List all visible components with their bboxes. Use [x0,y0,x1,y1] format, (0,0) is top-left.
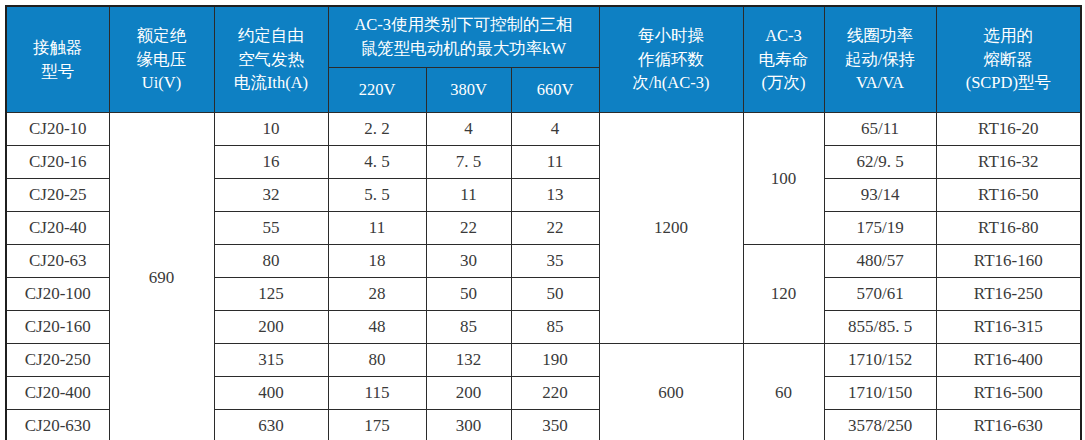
cell-life-merged: 60 [743,344,824,440]
header-220v: 220V [328,68,426,113]
cell-fuse: RT16-50 [936,179,1081,212]
cell-p660: 35 [511,245,599,278]
cell-model: CJ20-250 [6,344,109,377]
cell-fuse: RT16-160 [936,245,1081,278]
cell-p380: 7. 5 [426,146,511,179]
cell-fuse: RT16-500 [936,377,1081,410]
cell-coil: 3578/250 [824,410,936,440]
table-body: CJ20-10 690 10 2. 2 4 4 1200 100 65/11 R… [6,113,1081,440]
cell-p660: 190 [511,344,599,377]
cell-coil: 93/14 [824,179,936,212]
cell-p220: 5. 5 [328,179,426,212]
cell-p380: 50 [426,278,511,311]
cell-p220: 18 [328,245,426,278]
cell-p660: 85 [511,311,599,344]
cell-ith: 315 [214,344,328,377]
cell-model: CJ20-16 [6,146,109,179]
header-row-top: 接触器 型号 额定绝 缘电压 Ui(V) 约定自由 空气发热 电流Ith(A) … [6,6,1081,68]
header-ac3-max-power: AC-3使用类别下可控制的三相 鼠笼型电动机的最大功率kW [328,6,599,68]
cell-ith: 630 [214,410,328,440]
cell-cycles-merged: 600 [599,344,743,440]
cell-model: CJ20-63 [6,245,109,278]
cell-coil: 1710/150 [824,377,936,410]
cell-fuse: RT16-80 [936,212,1081,245]
contactor-spec-table: 接触器 型号 额定绝 缘电压 Ui(V) 约定自由 空气发热 电流Ith(A) … [5,5,1082,440]
cell-fuse: RT16-32 [936,146,1081,179]
cell-coil: 480/57 [824,245,936,278]
cell-p220: 2. 2 [328,113,426,146]
cell-p380: 30 [426,245,511,278]
header-660v: 660V [511,68,599,113]
cell-p660: 220 [511,377,599,410]
cell-p220: 115 [328,377,426,410]
cell-p380: 11 [426,179,511,212]
table-row: CJ20-10 690 10 2. 2 4 4 1200 100 65/11 R… [6,113,1081,146]
cell-p220: 80 [328,344,426,377]
cell-p380: 4 [426,113,511,146]
cell-p380: 300 [426,410,511,440]
cell-p380: 132 [426,344,511,377]
cell-p660: 11 [511,146,599,179]
cell-coil: 1710/152 [824,344,936,377]
cell-ith: 80 [214,245,328,278]
header-thermal-current: 约定自由 空气发热 电流Ith(A) [214,6,328,113]
cell-cycles-merged: 1200 [599,113,743,344]
header-380v: 380V [426,68,511,113]
cell-coil: 855/85. 5 [824,311,936,344]
cell-p380: 22 [426,212,511,245]
cell-coil: 62/9. 5 [824,146,936,179]
cell-p660: 350 [511,410,599,440]
cell-model: CJ20-160 [6,311,109,344]
header-fuse-type: 选用的 熔断器 (SCPD)型号 [936,6,1081,113]
cell-coil: 175/19 [824,212,936,245]
cell-model: CJ20-10 [6,113,109,146]
cell-p660: 50 [511,278,599,311]
header-contactor-model: 接触器 型号 [6,6,109,113]
cell-model: CJ20-100 [6,278,109,311]
cell-ith: 16 [214,146,328,179]
cell-coil: 570/61 [824,278,936,311]
cell-ith: 200 [214,311,328,344]
header-electrical-life: AC-3 电寿命 (万次) [743,6,824,113]
cell-p220: 11 [328,212,426,245]
cell-p660: 22 [511,212,599,245]
cell-ith: 55 [214,212,328,245]
cell-model: CJ20-25 [6,179,109,212]
header-coil-power: 线圈功率 起动/保持 VA/VA [824,6,936,113]
cell-p380: 85 [426,311,511,344]
cell-fuse: RT16-315 [936,311,1081,344]
cell-coil: 65/11 [824,113,936,146]
cell-fuse: RT16-20 [936,113,1081,146]
cell-p660: 13 [511,179,599,212]
cell-ith: 125 [214,278,328,311]
cell-p220: 48 [328,311,426,344]
header-operating-cycles: 每小时操 作循环数 次/h(AC-3) [599,6,743,113]
cell-p660: 4 [511,113,599,146]
cell-ith: 400 [214,377,328,410]
cell-fuse: RT16-400 [936,344,1081,377]
cell-p380: 200 [426,377,511,410]
cell-p220: 175 [328,410,426,440]
cell-model: CJ20-400 [6,377,109,410]
cell-ui-merged: 690 [109,113,214,440]
cell-ith: 32 [214,179,328,212]
cell-life-merged: 120 [743,245,824,344]
header-rated-insulation-voltage: 额定绝 缘电压 Ui(V) [109,6,214,113]
cell-p220: 4. 5 [328,146,426,179]
cell-ith: 10 [214,113,328,146]
page: 接触器 型号 额定绝 缘电压 Ui(V) 约定自由 空气发热 电流Ith(A) … [0,0,1085,440]
cell-life-merged: 100 [743,113,824,245]
cell-model: CJ20-40 [6,212,109,245]
cell-fuse: RT16-250 [936,278,1081,311]
table-header: 接触器 型号 额定绝 缘电压 Ui(V) 约定自由 空气发热 电流Ith(A) … [6,6,1081,113]
cell-p220: 28 [328,278,426,311]
cell-model: CJ20-630 [6,410,109,440]
cell-fuse: RT16-630 [936,410,1081,440]
